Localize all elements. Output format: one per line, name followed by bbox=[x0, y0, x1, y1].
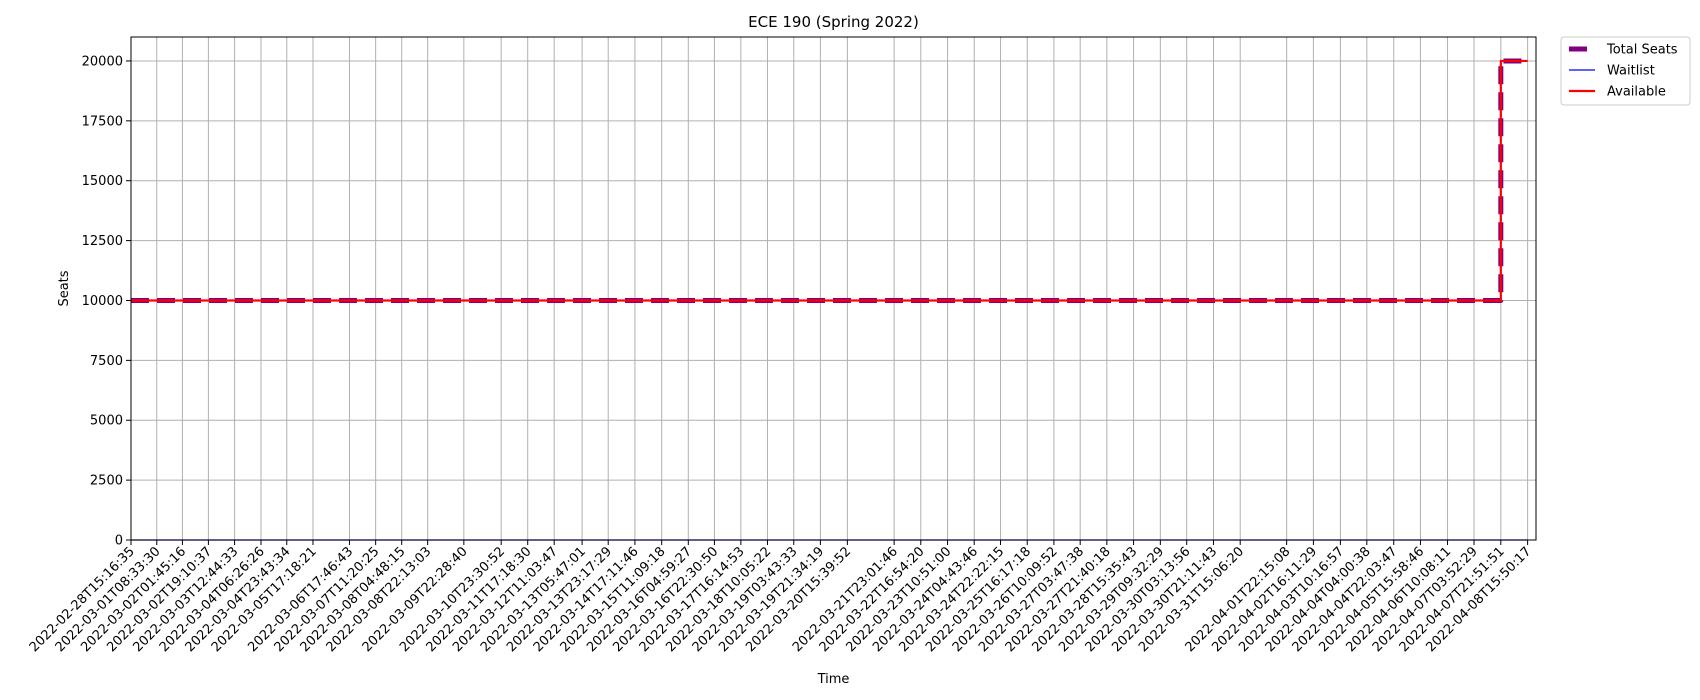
y-tick-label: 20000 bbox=[82, 54, 123, 69]
series-line-available bbox=[131, 59, 1528, 302]
x-tick-label: 2022-03-08T04:48:15 bbox=[298, 544, 409, 655]
plot-area-frame bbox=[130, 36, 1537, 541]
y-tick-label: 17500 bbox=[82, 114, 123, 129]
y-tick-label: 12500 bbox=[82, 234, 123, 249]
y-tick-label: 7500 bbox=[90, 354, 123, 369]
series-lines bbox=[131, 58, 1528, 541]
legend-box bbox=[1560, 36, 1691, 106]
y-tick-label: 10000 bbox=[82, 294, 123, 309]
x-axis-title: Time bbox=[817, 672, 850, 687]
legend-label: Available bbox=[1607, 85, 1666, 100]
y-axis-title: Seats bbox=[57, 270, 72, 306]
chart-title: ECE 190 (Spring 2022) bbox=[748, 13, 919, 31]
y-tick-label: 0 bbox=[115, 534, 123, 549]
legend-label: Waitlist bbox=[1607, 64, 1655, 79]
legend-label: Total Seats bbox=[1606, 43, 1678, 58]
y-tick-label: 5000 bbox=[90, 414, 123, 429]
legend: Total Seats Waitlist Available bbox=[1560, 36, 1691, 106]
grid bbox=[130, 37, 1536, 541]
x-axis-ticks: 2022-02-28T15:16:352022-03-01T08:33:3020… bbox=[27, 540, 1534, 655]
y-axis-ticks: 0 2500 5000 7500 10000 12500 15000 17500 20000 bbox=[82, 54, 131, 549]
y-tick-label: 2500 bbox=[90, 474, 123, 489]
y-tick-label: 15000 bbox=[82, 174, 123, 189]
